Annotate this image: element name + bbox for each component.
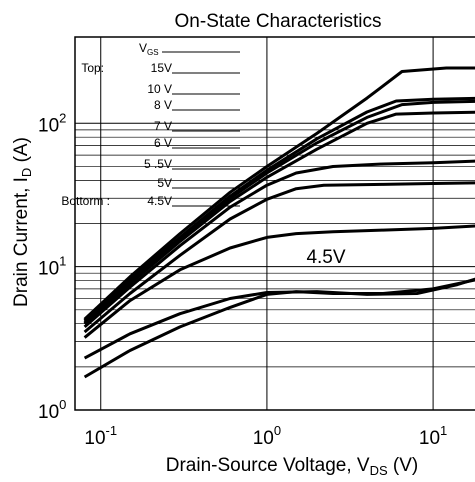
legend-header-main: V xyxy=(139,41,147,55)
y-axis-label-unit: (A) xyxy=(11,137,32,168)
annotation-label: 4.5V xyxy=(306,247,345,268)
legend-entry-0: 15V xyxy=(151,61,172,75)
y-tick-base-1: 10 xyxy=(38,259,59,280)
y-axis-label-main: Drain Current, I xyxy=(11,177,32,307)
grid xyxy=(75,37,475,411)
curve-3 xyxy=(83,110,475,325)
legend-entry-1: 10 V xyxy=(147,82,172,96)
x-tick-exp-2: 1 xyxy=(440,423,447,438)
curve-4 xyxy=(83,159,475,329)
legend: VGS Top: 15V 10 V 8 V 7 V 6 V 5 .5V 5V Bottorm : 4… xyxy=(61,41,240,208)
x-tick-label-2: 101 xyxy=(419,423,447,449)
y-axis-label-sub: D xyxy=(19,168,34,177)
x-axis-label-main: Drain-Source Voltage, V xyxy=(166,455,370,476)
y-tick-label-2: 102 xyxy=(38,110,66,136)
y-tick-exp-2: 2 xyxy=(59,110,66,125)
legend-header: VGS xyxy=(139,41,159,57)
y-axis-label: Drain Current, ID (A) xyxy=(11,137,34,307)
legend-header-sub: GS xyxy=(147,48,159,57)
y-tick-exp-1: 1 xyxy=(59,254,66,269)
x-tick-base-2: 10 xyxy=(419,428,440,449)
y-tick-base-2: 10 xyxy=(38,115,59,136)
y-tick-base-0: 10 xyxy=(38,402,59,423)
plot-frame xyxy=(74,36,475,411)
y-tick-label-0: 100 xyxy=(38,397,66,423)
curve-5 xyxy=(83,181,475,334)
legend-entry-4: 6 V xyxy=(154,136,172,150)
x-axis-label-unit: (V) xyxy=(388,455,419,476)
legend-entry-7: 4.5V xyxy=(147,194,172,208)
curve-0 xyxy=(83,66,475,321)
y-tick-label-1: 101 xyxy=(38,254,66,280)
x-axis-ticks: 10-1 100 101 xyxy=(84,423,447,449)
x-axis-label: Drain-Source Voltage, VDS (V) xyxy=(166,455,419,478)
curves xyxy=(83,66,475,379)
curve-2 xyxy=(83,99,475,324)
curve-8 xyxy=(83,278,475,379)
x-axis-label-sub: DS xyxy=(370,463,388,478)
legend-prefix-0: Top: xyxy=(81,61,104,75)
curve-1 xyxy=(83,96,475,322)
x-tick-base-1: 10 xyxy=(253,428,274,449)
x-tick-label-1: 100 xyxy=(253,423,281,449)
legend-entry-6: 5V xyxy=(157,176,172,190)
legend-entry-3: 7 V xyxy=(154,119,172,133)
legend-entry-2: 8 V xyxy=(154,98,172,112)
x-tick-exp-1: 0 xyxy=(274,423,281,438)
curve-6 xyxy=(83,224,475,339)
y-tick-exp-0: 0 xyxy=(59,397,66,412)
legend-entry-5: 5 .5V xyxy=(144,157,172,171)
x-tick-base-0: 10 xyxy=(84,428,105,449)
x-tick-label-0: 10-1 xyxy=(84,423,117,449)
legend-prefix-7: Bottorm : xyxy=(61,194,110,208)
chart-title: On-State Characteristics xyxy=(175,11,382,32)
x-tick-exp-0: -1 xyxy=(106,423,118,438)
